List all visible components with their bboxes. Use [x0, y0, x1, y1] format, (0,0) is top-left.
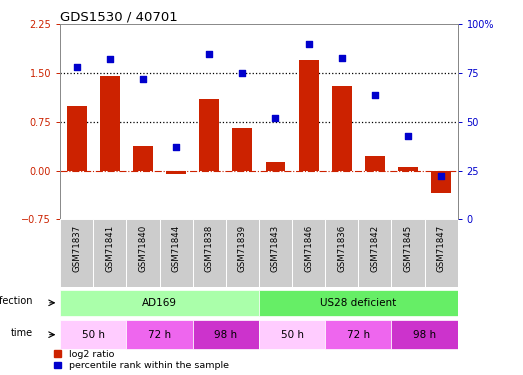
Bar [232, 128, 252, 171]
Point [73, 64, 81, 70]
Text: GSM71841: GSM71841 [105, 225, 115, 272]
Point [337, 54, 346, 60]
Bar [365, 156, 385, 171]
Bar [391, 320, 458, 350]
Bar [60, 320, 127, 350]
Point [404, 132, 412, 138]
Text: GSM71838: GSM71838 [204, 225, 214, 272]
Text: GSM71836: GSM71836 [337, 225, 346, 272]
Text: 72 h: 72 h [148, 330, 171, 340]
Bar [299, 60, 319, 171]
Bar [60, 219, 93, 287]
Bar [67, 106, 87, 171]
Bar [166, 171, 186, 174]
Point [172, 144, 180, 150]
Bar [425, 219, 458, 287]
Point [106, 57, 114, 63]
Point [238, 70, 246, 76]
Bar [431, 171, 451, 194]
Bar [259, 320, 325, 350]
Bar [93, 219, 127, 287]
Bar [192, 320, 259, 350]
Text: 72 h: 72 h [347, 330, 370, 340]
Text: US28 deficient: US28 deficient [320, 298, 396, 308]
Text: 50 h: 50 h [82, 330, 105, 340]
Point [205, 51, 213, 57]
Bar [60, 290, 259, 316]
Bar [325, 320, 391, 350]
Bar [266, 162, 286, 171]
Bar [133, 146, 153, 171]
Point [304, 41, 313, 47]
Text: time: time [11, 328, 33, 338]
Text: GSM71844: GSM71844 [172, 225, 180, 272]
Text: GSM71847: GSM71847 [437, 225, 446, 272]
Point [271, 115, 280, 121]
Bar [259, 219, 292, 287]
Point [437, 174, 445, 180]
Text: infection: infection [0, 296, 33, 306]
Text: 98 h: 98 h [214, 330, 237, 340]
Bar [325, 219, 358, 287]
Bar [398, 167, 418, 171]
Bar [358, 219, 391, 287]
Bar [100, 76, 120, 171]
Text: 98 h: 98 h [413, 330, 436, 340]
Bar [332, 86, 351, 171]
Bar [391, 219, 425, 287]
Bar [160, 219, 192, 287]
Text: GSM71845: GSM71845 [403, 225, 413, 272]
Bar [127, 219, 160, 287]
Legend: log2 ratio, percentile rank within the sample: log2 ratio, percentile rank within the s… [54, 350, 229, 370]
Text: GDS1530 / 40701: GDS1530 / 40701 [60, 10, 178, 23]
Text: GSM71840: GSM71840 [139, 225, 147, 272]
Bar [199, 99, 219, 171]
Bar [259, 290, 458, 316]
Bar [192, 219, 226, 287]
Text: GSM71842: GSM71842 [370, 225, 379, 272]
Text: GSM71839: GSM71839 [238, 225, 247, 272]
Bar [292, 219, 325, 287]
Text: AD169: AD169 [142, 298, 177, 308]
Text: GSM71843: GSM71843 [271, 225, 280, 272]
Bar [127, 320, 192, 350]
Text: 50 h: 50 h [280, 330, 303, 340]
Bar [226, 219, 259, 287]
Text: GSM71846: GSM71846 [304, 225, 313, 272]
Text: GSM71837: GSM71837 [72, 225, 81, 272]
Point [139, 76, 147, 82]
Point [371, 92, 379, 98]
